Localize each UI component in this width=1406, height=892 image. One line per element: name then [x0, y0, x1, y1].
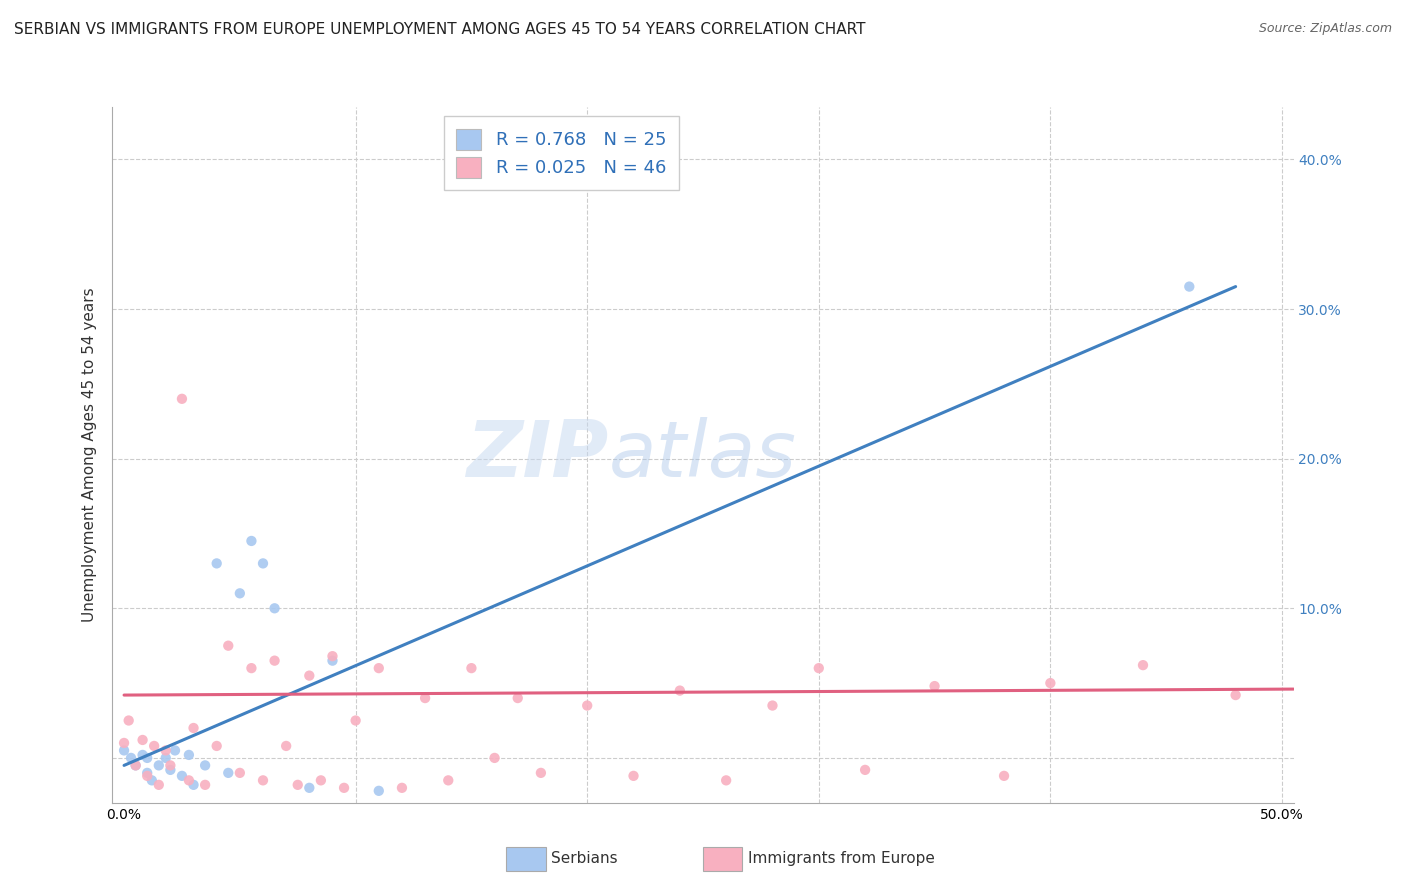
Point	[530, 765, 553, 780]
Point	[240, 533, 263, 548]
Point	[194, 758, 217, 772]
Point	[367, 784, 389, 798]
Point	[1225, 688, 1247, 702]
Point	[367, 661, 389, 675]
Text: SERBIAN VS IMMIGRANTS FROM EUROPE UNEMPLOYMENT AMONG AGES 45 TO 54 YEARS CORRELA: SERBIAN VS IMMIGRANTS FROM EUROPE UNEMPL…	[14, 22, 866, 37]
Point	[460, 661, 482, 675]
Point	[112, 743, 135, 757]
Point	[118, 714, 141, 728]
Point	[391, 780, 413, 795]
Point	[143, 739, 166, 753]
Point	[276, 739, 298, 753]
Point	[155, 743, 177, 757]
Point	[669, 683, 692, 698]
Point	[240, 661, 263, 675]
Point	[993, 769, 1015, 783]
Point	[252, 773, 274, 788]
Point	[1039, 676, 1062, 690]
Point	[141, 773, 163, 788]
Point	[124, 758, 146, 772]
Point	[761, 698, 783, 713]
Point	[506, 691, 529, 706]
Point	[252, 557, 274, 571]
Point	[484, 751, 506, 765]
Point	[321, 654, 343, 668]
Point	[229, 765, 252, 780]
Point	[177, 747, 200, 762]
Legend: R = 0.768   N = 25, R = 0.025   N = 46: R = 0.768 N = 25, R = 0.025 N = 46	[443, 116, 679, 190]
Point	[924, 679, 946, 693]
Point	[155, 751, 177, 765]
Point	[298, 780, 321, 795]
Y-axis label: Unemployment Among Ages 45 to 54 years: Unemployment Among Ages 45 to 54 years	[82, 287, 97, 623]
Point	[159, 758, 181, 772]
Point	[807, 661, 830, 675]
Point	[437, 773, 460, 788]
Point	[120, 751, 142, 765]
Point	[163, 743, 186, 757]
Text: atlas: atlas	[609, 417, 796, 493]
Point	[124, 758, 146, 772]
Point	[148, 758, 170, 772]
Point	[205, 739, 228, 753]
Point	[131, 733, 153, 747]
Point	[112, 736, 135, 750]
Point	[623, 769, 645, 783]
Point	[229, 586, 252, 600]
Point	[217, 765, 239, 780]
Point	[714, 773, 737, 788]
Text: Immigrants from Europe: Immigrants from Europe	[748, 852, 935, 866]
Point	[136, 751, 159, 765]
Point	[183, 721, 205, 735]
Point	[194, 778, 217, 792]
Point	[1178, 279, 1201, 293]
Point	[136, 765, 159, 780]
Point	[263, 654, 285, 668]
Point	[287, 778, 309, 792]
Point	[205, 557, 228, 571]
Point	[853, 763, 876, 777]
Point	[298, 668, 321, 682]
Point	[321, 649, 343, 664]
Text: Source: ZipAtlas.com: Source: ZipAtlas.com	[1258, 22, 1392, 36]
Text: ZIP: ZIP	[467, 417, 609, 493]
Point	[159, 763, 181, 777]
Point	[170, 769, 193, 783]
Text: Serbians: Serbians	[551, 852, 617, 866]
Point	[148, 778, 170, 792]
Point	[333, 780, 356, 795]
Point	[1132, 658, 1154, 673]
Point	[263, 601, 285, 615]
Point	[576, 698, 599, 713]
Point	[177, 773, 200, 788]
Point	[170, 392, 193, 406]
Point	[183, 778, 205, 792]
Point	[413, 691, 436, 706]
Point	[217, 639, 239, 653]
Point	[136, 769, 159, 783]
Point	[131, 747, 153, 762]
Point	[344, 714, 367, 728]
Point	[309, 773, 332, 788]
